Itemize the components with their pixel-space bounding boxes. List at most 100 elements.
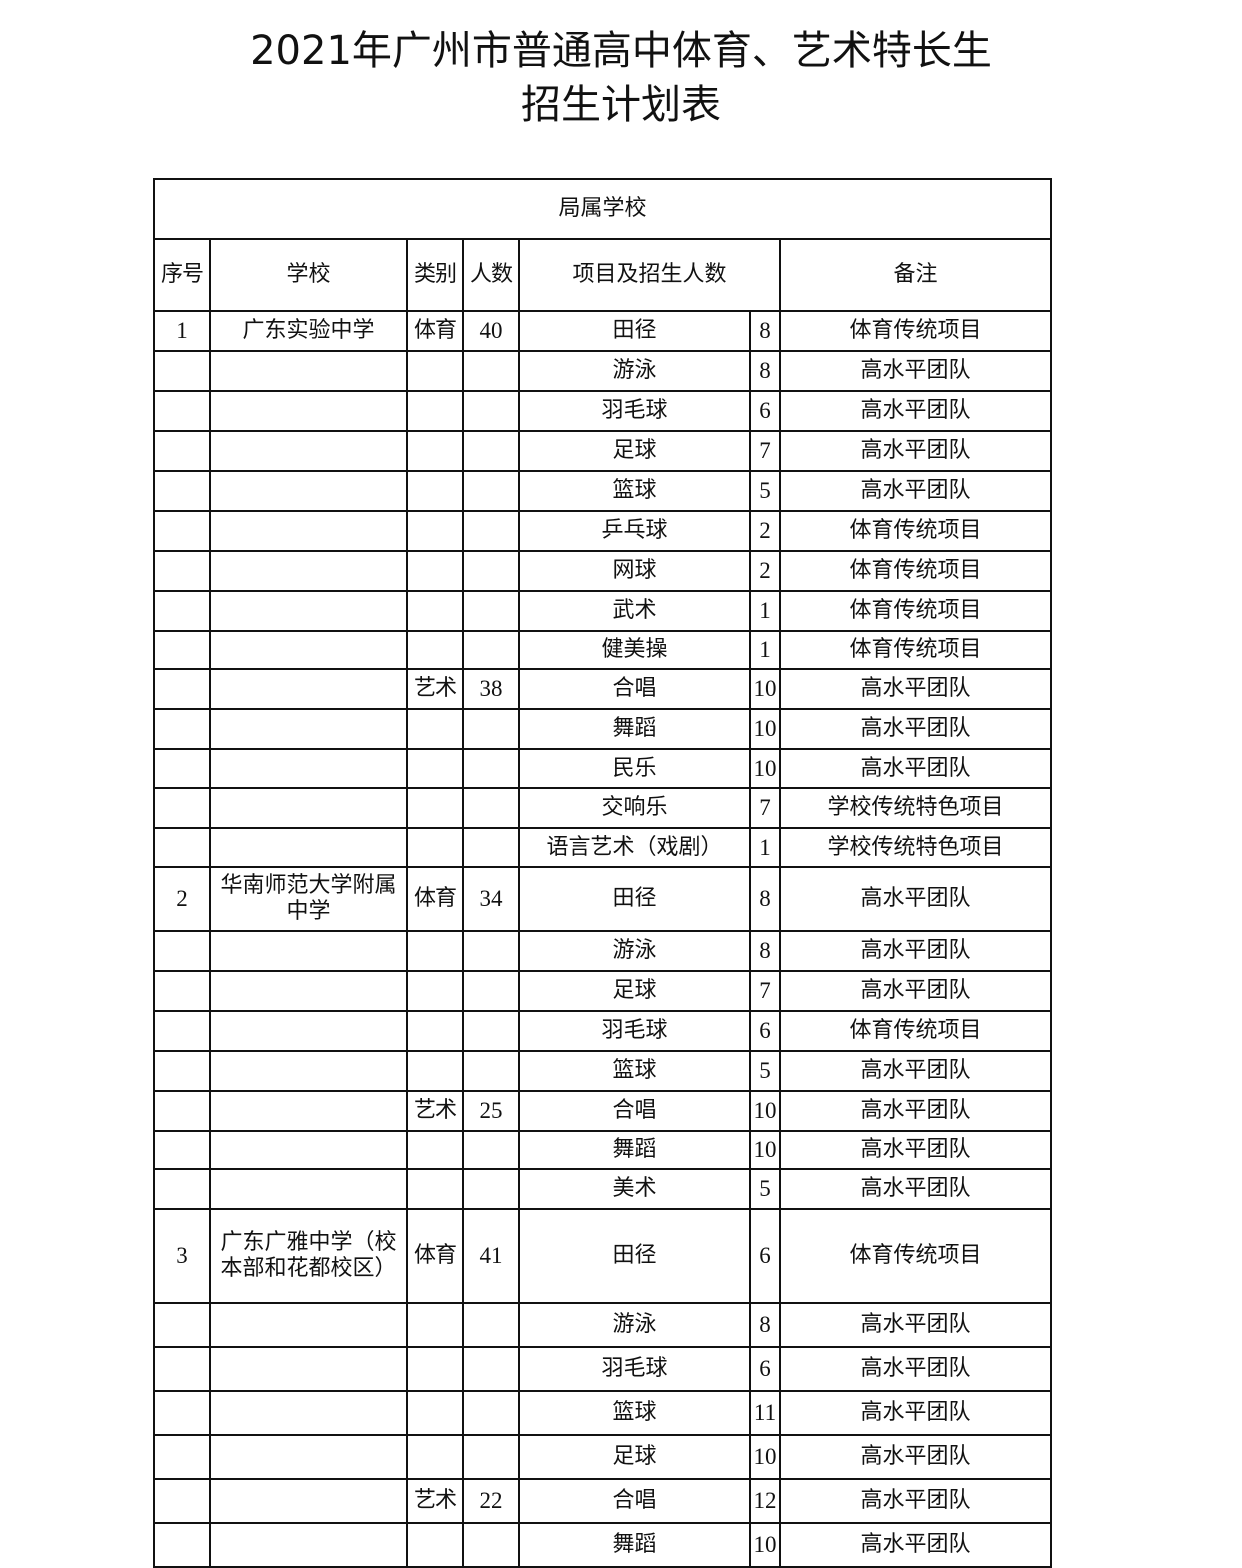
cell-seq	[153, 470, 211, 512]
cell-item: 交响乐	[518, 787, 751, 829]
cell-seq	[153, 1522, 211, 1568]
cell-school	[209, 550, 408, 592]
cell-item: 羽毛球	[518, 1346, 751, 1392]
cell-category	[406, 1050, 464, 1092]
cell-count	[462, 390, 520, 432]
cell-category	[406, 390, 464, 432]
cell-count	[462, 350, 520, 392]
table-row: 游泳 8 高水平团队	[153, 350, 1052, 392]
cell-count	[462, 430, 520, 472]
cell-seq	[153, 970, 211, 1012]
table-row: 武术 1 体育传统项目	[153, 590, 1052, 632]
cell-category	[406, 708, 464, 750]
cell-item: 篮球	[518, 470, 751, 512]
cell-item-count: 10	[749, 1434, 781, 1480]
cell-category	[406, 748, 464, 789]
cell-item: 游泳	[518, 1302, 751, 1348]
cell-item-count: 8	[749, 1302, 781, 1348]
section-header-row: 局属学校	[153, 178, 1052, 240]
cell-category	[406, 970, 464, 1012]
cell-item: 舞蹈	[518, 708, 751, 750]
cell-item: 羽毛球	[518, 390, 751, 432]
cell-seq	[153, 827, 211, 868]
table-row: 游泳 8 高水平团队	[153, 1302, 1052, 1348]
cell-category	[406, 827, 464, 868]
cell-seq	[153, 1168, 211, 1210]
cell-note: 高水平团队	[779, 1522, 1052, 1568]
cell-count: 25	[462, 1090, 520, 1132]
enrollment-plan-table: 局属学校 序号 学校 类别 人数 项目及招生人数 备注 1 广东实验中学 体育 40 田…	[153, 178, 1052, 1568]
section-title: 局属学校	[153, 178, 1052, 240]
cell-category	[406, 1346, 464, 1392]
cell-school	[209, 708, 408, 750]
cell-note: 高水平团队	[779, 748, 1052, 789]
table-row: 交响乐 7 学校传统特色项目	[153, 787, 1052, 829]
cell-count	[462, 708, 520, 750]
cell-count	[462, 787, 520, 829]
cell-note: 高水平团队	[779, 1302, 1052, 1348]
cell-count	[462, 1434, 520, 1480]
cell-category	[406, 787, 464, 829]
cell-item: 合唱	[518, 668, 751, 710]
cell-school	[209, 1346, 408, 1392]
cell-item: 民乐	[518, 748, 751, 789]
cell-item-count: 10	[749, 708, 781, 750]
cell-count	[462, 590, 520, 632]
cell-count: 41	[462, 1208, 520, 1304]
header-category: 类别	[406, 238, 464, 312]
cell-item-count: 7	[749, 787, 781, 829]
cell-note: 体育传统项目	[779, 310, 1052, 352]
cell-school	[209, 748, 408, 789]
cell-note: 体育传统项目	[779, 1208, 1052, 1304]
cell-item-count: 5	[749, 1168, 781, 1210]
cell-category: 艺术	[406, 1478, 464, 1524]
cell-item: 足球	[518, 1434, 751, 1480]
cell-category: 体育	[406, 1208, 464, 1304]
cell-note: 高水平团队	[779, 1168, 1052, 1210]
cell-school	[209, 1522, 408, 1568]
cell-count	[462, 1010, 520, 1052]
table-row: 艺术 38 合唱 10 高水平团队	[153, 668, 1052, 710]
cell-school	[209, 1434, 408, 1480]
cell-note: 高水平团队	[779, 866, 1052, 932]
cell-item-count: 2	[749, 510, 781, 552]
cell-category	[406, 590, 464, 632]
cell-school	[209, 787, 408, 829]
cell-note: 高水平团队	[779, 1130, 1052, 1170]
header-count: 人数	[462, 238, 520, 312]
cell-note: 高水平团队	[779, 350, 1052, 392]
cell-item-count: 12	[749, 1478, 781, 1524]
cell-count	[462, 470, 520, 512]
cell-seq	[153, 1434, 211, 1480]
cell-school	[209, 630, 408, 670]
cell-item-count: 10	[749, 748, 781, 789]
cell-item: 田径	[518, 310, 751, 352]
cell-count	[462, 970, 520, 1012]
cell-category	[406, 1390, 464, 1436]
table-row: 游泳 8 高水平团队	[153, 930, 1052, 972]
cell-school	[209, 1010, 408, 1052]
cell-item-count: 11	[749, 1390, 781, 1436]
cell-count	[462, 1390, 520, 1436]
cell-seq	[153, 550, 211, 592]
cell-school: 广东实验中学	[209, 310, 408, 352]
cell-item-count: 7	[749, 430, 781, 472]
cell-item: 合唱	[518, 1478, 751, 1524]
cell-count	[462, 1346, 520, 1392]
cell-count	[462, 550, 520, 592]
cell-note: 高水平团队	[779, 1050, 1052, 1092]
cell-category	[406, 1302, 464, 1348]
table-row: 篮球 5 高水平团队	[153, 470, 1052, 512]
cell-item-count: 8	[749, 350, 781, 392]
cell-item: 健美操	[518, 630, 751, 670]
cell-note: 体育传统项目	[779, 630, 1052, 670]
cell-note: 高水平团队	[779, 668, 1052, 710]
cell-category	[406, 1130, 464, 1170]
cell-seq: 1	[153, 310, 211, 352]
cell-item-count: 6	[749, 390, 781, 432]
table-row: 羽毛球 6 体育传统项目	[153, 1010, 1052, 1052]
cell-category	[406, 470, 464, 512]
cell-item: 篮球	[518, 1390, 751, 1436]
cell-item: 田径	[518, 1208, 751, 1304]
cell-seq	[153, 430, 211, 472]
